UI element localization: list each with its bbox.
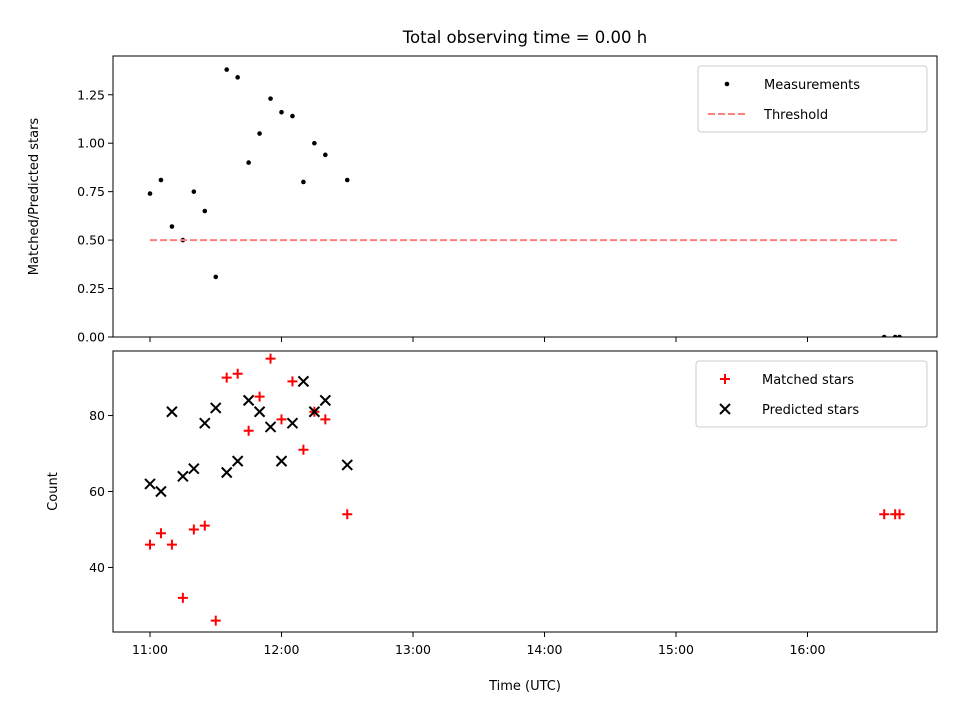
- data-point: [265, 353, 276, 364]
- data-point: [169, 224, 175, 229]
- series-predicted-stars: [144, 375, 353, 498]
- plot-area: [147, 67, 902, 337]
- data-point: [297, 375, 310, 388]
- y-tick-label: 0.00: [77, 330, 105, 345]
- data-point: [301, 179, 306, 185]
- data-point: [253, 406, 266, 418]
- series-measurements: [147, 67, 902, 337]
- data-point: [147, 191, 153, 196]
- data-point: [199, 417, 211, 429]
- y-tick-label: 1.00: [77, 136, 105, 151]
- data-point: [177, 592, 188, 603]
- data-point: [188, 463, 200, 475]
- data-point: [221, 466, 233, 479]
- data-point: [264, 421, 277, 433]
- data-point: [155, 485, 167, 498]
- legend-label: Matched stars: [762, 373, 854, 388]
- data-point: [210, 615, 221, 626]
- legend-label: Predicted stars: [762, 403, 859, 418]
- data-point: [286, 417, 299, 429]
- axes-frame: [112, 55, 938, 338]
- legend-handle: [720, 374, 730, 384]
- x-tick-label: 11:00: [132, 642, 168, 657]
- plot-area: [144, 353, 905, 626]
- y-tick-label: 1.25: [77, 87, 105, 102]
- data-point: [177, 470, 189, 483]
- x-tick-label: 12:00: [263, 642, 299, 657]
- data-point: [344, 177, 350, 183]
- data-point: [235, 75, 240, 80]
- data-point: [191, 189, 197, 194]
- series-matched-stars: [145, 353, 905, 626]
- y-tick-label: 0.25: [77, 281, 105, 296]
- y-tick-label: 40: [89, 560, 105, 575]
- legend-handle: [719, 403, 731, 415]
- data-point: [213, 274, 219, 280]
- chart-title: Total observing time = 0.00 h: [402, 28, 647, 47]
- data-point: [221, 372, 232, 383]
- legend-frame: [695, 360, 928, 428]
- data-point: [210, 402, 222, 414]
- data-point: [341, 459, 353, 471]
- data-point: [308, 406, 321, 418]
- y-axis-label: Matched/Predicted stars: [27, 118, 42, 276]
- data-point: [897, 334, 902, 337]
- data-point: [268, 96, 273, 101]
- data-point: [290, 113, 295, 119]
- data-point: [145, 539, 155, 550]
- x-tick-label: 13:00: [395, 642, 431, 657]
- data-point: [144, 478, 156, 490]
- x-axis-label: Time (UTC): [488, 679, 561, 694]
- data-point: [894, 509, 905, 520]
- data-point: [879, 509, 890, 520]
- data-point: [224, 67, 230, 72]
- data-point: [287, 376, 298, 387]
- data-point: [312, 140, 317, 146]
- data-point: [881, 334, 887, 337]
- data-point: [319, 394, 332, 407]
- data-point: [342, 509, 353, 520]
- y-tick-label: 80: [89, 408, 105, 423]
- data-point: [243, 425, 254, 436]
- x-tick-label: 14:00: [526, 642, 562, 657]
- x-tick-label: 15:00: [658, 642, 694, 657]
- legend: Matched stars Predicted stars: [695, 360, 928, 428]
- data-point: [188, 524, 199, 535]
- ratio-panel: Total observing time = 0.00 h 0.00 0.25 0.5…: [27, 28, 938, 345]
- y-tick-label: 60: [89, 484, 105, 499]
- data-point: [202, 208, 208, 214]
- data-point: [257, 131, 262, 136]
- y-axis-label: Count: [46, 472, 61, 511]
- data-point: [254, 391, 265, 402]
- y-tick-label: 0.50: [77, 233, 105, 248]
- data-point: [246, 160, 251, 165]
- data-point: [298, 444, 309, 455]
- data-point: [232, 368, 243, 379]
- data-point: [323, 152, 328, 158]
- data-point: [231, 455, 244, 467]
- data-point: [199, 520, 210, 531]
- legend-handle: [724, 81, 730, 87]
- data-point: [242, 394, 255, 407]
- data-point: [320, 414, 331, 425]
- legend-label: Threshold: [763, 108, 828, 123]
- data-point: [279, 109, 284, 115]
- legend-frame: [697, 65, 928, 133]
- data-point: [166, 406, 178, 418]
- y-tick-label: 0.75: [77, 184, 105, 199]
- data-point: [158, 177, 164, 183]
- data-point: [276, 414, 287, 425]
- x-tick-label: 16:00: [789, 642, 825, 657]
- data-point: [892, 334, 898, 337]
- data-point: [155, 528, 166, 539]
- data-point: [166, 539, 177, 550]
- axes-frame: [112, 350, 938, 633]
- data-point: [275, 455, 288, 467]
- legend: Measurements Threshold: [697, 65, 928, 133]
- legend-label: Measurements: [764, 78, 860, 93]
- count-panel: 11:00 12:00 13:00 14:00 15:00 16:00 40 60 80 Time…: [46, 350, 938, 694]
